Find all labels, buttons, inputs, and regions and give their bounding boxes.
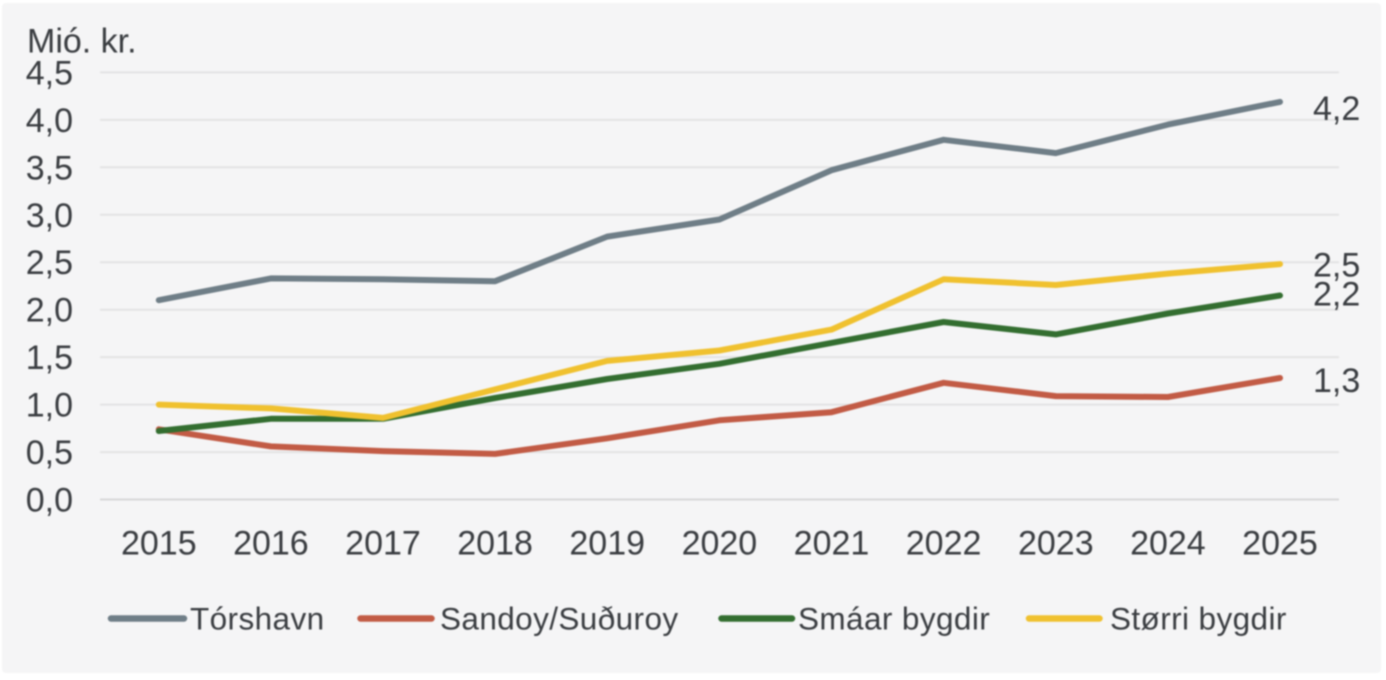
svg-text:0,0: 0,0 — [26, 482, 73, 520]
svg-text:2021: 2021 — [794, 525, 870, 563]
svg-text:2018: 2018 — [457, 525, 533, 563]
svg-text:2024: 2024 — [1130, 525, 1206, 563]
svg-text:Mió. kr.: Mió. kr. — [27, 23, 137, 61]
svg-text:2015: 2015 — [121, 525, 197, 563]
svg-text:1,0: 1,0 — [26, 387, 73, 425]
svg-text:3,5: 3,5 — [26, 149, 73, 187]
svg-text:2022: 2022 — [906, 525, 982, 563]
svg-text:4,2: 4,2 — [1313, 90, 1360, 128]
svg-text:2,2: 2,2 — [1313, 276, 1360, 314]
svg-text:1,5: 1,5 — [26, 339, 73, 377]
svg-text:Smáar bygdir: Smáar bygdir — [798, 601, 990, 637]
svg-text:Tórshavn: Tórshavn — [190, 601, 325, 637]
svg-text:2025: 2025 — [1242, 525, 1318, 563]
svg-text:0,5: 0,5 — [26, 434, 73, 472]
svg-text:4,0: 4,0 — [26, 102, 73, 140]
svg-text:2020: 2020 — [682, 525, 758, 563]
svg-text:2,0: 2,0 — [26, 292, 73, 330]
svg-text:2,5: 2,5 — [1313, 247, 1360, 285]
svg-text:3,0: 3,0 — [26, 197, 73, 235]
svg-text:2023: 2023 — [1018, 525, 1094, 563]
svg-text:2016: 2016 — [233, 525, 309, 563]
svg-text:Sandoy/Suðuroy: Sandoy/Suðuroy — [440, 601, 679, 637]
svg-text:Størri bygdir: Størri bygdir — [1110, 601, 1287, 637]
svg-text:2017: 2017 — [345, 525, 421, 563]
svg-text:2019: 2019 — [569, 525, 645, 563]
svg-text:2,5: 2,5 — [26, 244, 73, 282]
svg-text:1,3: 1,3 — [1313, 362, 1360, 400]
svg-text:4,5: 4,5 — [26, 54, 73, 92]
